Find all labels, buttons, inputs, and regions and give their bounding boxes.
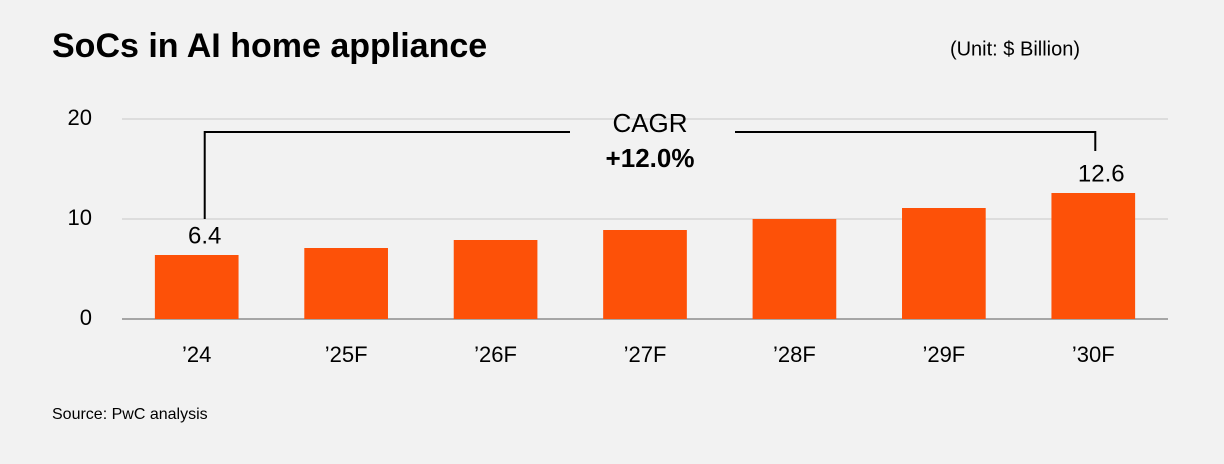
- cagr-bracket: [203, 131, 1097, 219]
- x-tick-label: ’25F: [325, 342, 368, 367]
- data-label: 12.6: [1078, 160, 1125, 187]
- x-tick-label: ’28F: [773, 342, 816, 367]
- y-tick-label: 20: [68, 105, 92, 130]
- x-tick-label: ’30F: [1072, 342, 1115, 367]
- bar: [154, 255, 239, 319]
- bar: [902, 208, 986, 319]
- y-tick-label: 0: [80, 305, 92, 330]
- bar: [453, 240, 538, 319]
- data-label: 6.4: [188, 222, 221, 249]
- bar: [304, 248, 388, 319]
- source-note: Source: PwC analysis: [52, 406, 208, 423]
- x-tick-label: ’26F: [474, 342, 517, 367]
- chart-title: SoCs in AI home appliance: [52, 27, 487, 65]
- x-tick-label: ’24: [182, 342, 211, 367]
- annotation: +12.0%: [606, 143, 695, 173]
- bar: [603, 230, 687, 319]
- annotation: CAGR: [612, 108, 687, 138]
- bar: [752, 219, 837, 319]
- bar: [1051, 193, 1136, 319]
- unit-label: (Unit: $ Billion): [950, 38, 1080, 60]
- x-tick-label: ’27F: [624, 342, 667, 367]
- y-tick-label: 10: [68, 205, 92, 230]
- x-tick-label: ’29F: [922, 342, 965, 367]
